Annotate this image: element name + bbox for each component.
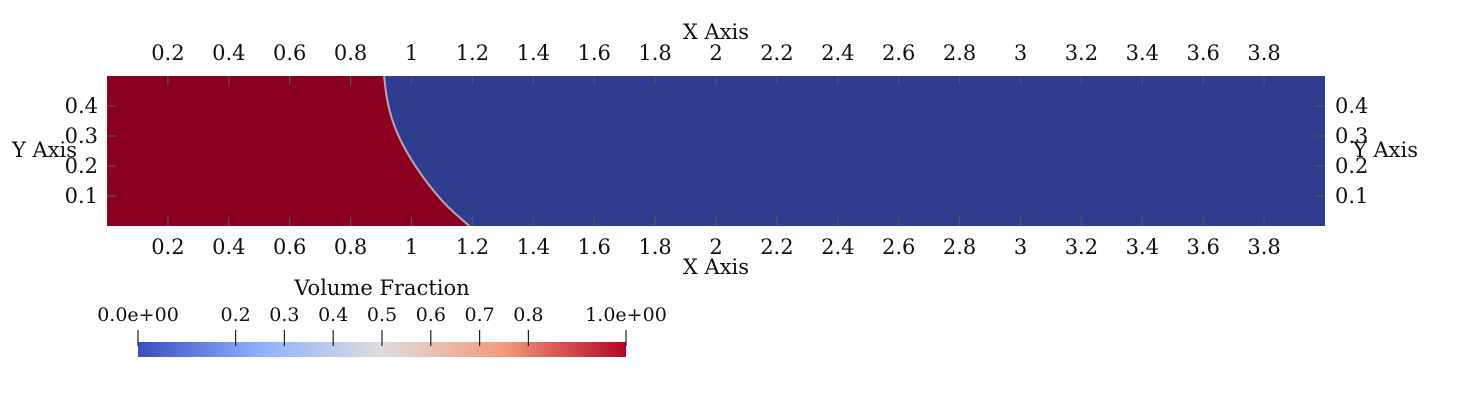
colorbar-tick-label: 0.7 xyxy=(464,304,494,326)
y-tick-label-left: 0.2 xyxy=(65,154,98,178)
x-tick-label-top: 0.8 xyxy=(334,41,367,65)
y-tick-label-left: 0.3 xyxy=(65,124,98,148)
colorbar-tick-label: 0.2 xyxy=(220,304,250,326)
x-tick-label-bottom: 1.6 xyxy=(577,235,610,259)
x-tick-label-top: 0.6 xyxy=(273,41,306,65)
x-tick-label-bottom: 0.8 xyxy=(334,235,367,259)
x-tick-label-bottom: 2.2 xyxy=(760,235,793,259)
y-tick-label-right: 0.1 xyxy=(1335,184,1368,208)
x-tick-label-top: 3.4 xyxy=(1126,41,1159,65)
x-tick-label-bottom: 1 xyxy=(405,235,418,259)
axes-layer: 0.2 0.2 0.4 0.4 0.6 0.6 0.8 0.8 1 1 1.2 1.2 1.4 1.4 1.… xyxy=(65,41,1369,259)
x-tick-label-top: 1.4 xyxy=(517,41,550,65)
y-tick-label-right: 0.3 xyxy=(1335,124,1368,148)
x-tick-label-top: 2.6 xyxy=(882,41,915,65)
x-tick-label-top: 2 xyxy=(709,41,722,65)
x-tick-label-bottom: 2.6 xyxy=(882,235,915,259)
x-tick-label-top: 0.2 xyxy=(151,41,184,65)
colorbar: Volume Fraction 0.0e+00 0.2 0.3 0.4 0.5 0.6 0.… xyxy=(97,276,667,357)
colorbar-tick-label: 0.3 xyxy=(269,304,299,326)
x-tick-label-top: 1.6 xyxy=(577,41,610,65)
colorbar-title: Volume Fraction xyxy=(293,276,469,300)
x-tick-label-top: 3.6 xyxy=(1186,41,1219,65)
y-tick-label-right: 0.2 xyxy=(1335,154,1368,178)
y-axis-title-left: Y Axis xyxy=(11,138,77,162)
colorbar-tick-label: 1.0e+00 xyxy=(585,304,667,326)
x-tick-label-bottom: 3.2 xyxy=(1065,235,1098,259)
x-tick-label-bottom: 0.4 xyxy=(212,235,245,259)
x-tick-label-bottom: 2 xyxy=(709,235,722,259)
x-tick-label-top: 1.2 xyxy=(456,41,489,65)
y-axis-title-right: Y Axis xyxy=(1352,138,1418,162)
x-tick-label-bottom: 1.4 xyxy=(517,235,550,259)
colorbar-bar xyxy=(138,342,626,357)
x-tick-label-bottom: 0.6 xyxy=(273,235,306,259)
x-tick-label-bottom: 0.2 xyxy=(151,235,184,259)
x-tick-label-bottom: 3.4 xyxy=(1126,235,1159,259)
colorbar-tick-label: 0.0e+00 xyxy=(97,304,179,326)
x-tick-label-top: 3.8 xyxy=(1247,41,1280,65)
x-tick-label-top: 2.2 xyxy=(760,41,793,65)
colorbar-tick-label: 0.5 xyxy=(367,304,397,326)
x-tick-label-top: 0.4 xyxy=(212,41,245,65)
interface-line xyxy=(383,75,471,227)
colorbar-tick-label: 0.8 xyxy=(513,304,543,326)
x-tick-label-top: 1.8 xyxy=(638,41,671,65)
y-tick-label-right: 0.4 xyxy=(1335,94,1368,118)
colorbar-tick-label: 0.4 xyxy=(318,304,348,326)
x-tick-label-bottom: 3 xyxy=(1014,235,1027,259)
x-tick-label-bottom: 1.2 xyxy=(456,235,489,259)
x-tick-label-bottom: 2.8 xyxy=(943,235,976,259)
x-tick-label-bottom: 3.8 xyxy=(1247,235,1280,259)
x-tick-label-bottom: 2.4 xyxy=(821,235,854,259)
x-tick-label-top: 3 xyxy=(1014,41,1027,65)
x-tick-label-top: 2.8 xyxy=(943,41,976,65)
colorbar-tick-label: 0.6 xyxy=(416,304,446,326)
fluid-region xyxy=(107,76,470,226)
x-axis-title-top: X Axis xyxy=(683,20,749,44)
x-tick-label-top: 3.2 xyxy=(1065,41,1098,65)
x-tick-label-top: 1 xyxy=(405,41,418,65)
x-axis-title-bottom: X Axis xyxy=(683,255,749,279)
x-tick-label-bottom: 3.6 xyxy=(1186,235,1219,259)
y-tick-label-left: 0.4 xyxy=(65,94,98,118)
x-tick-label-bottom: 1.8 xyxy=(638,235,671,259)
x-tick-label-top: 2.4 xyxy=(821,41,854,65)
y-tick-label-left: 0.1 xyxy=(65,184,98,208)
field-layer xyxy=(107,75,1325,227)
